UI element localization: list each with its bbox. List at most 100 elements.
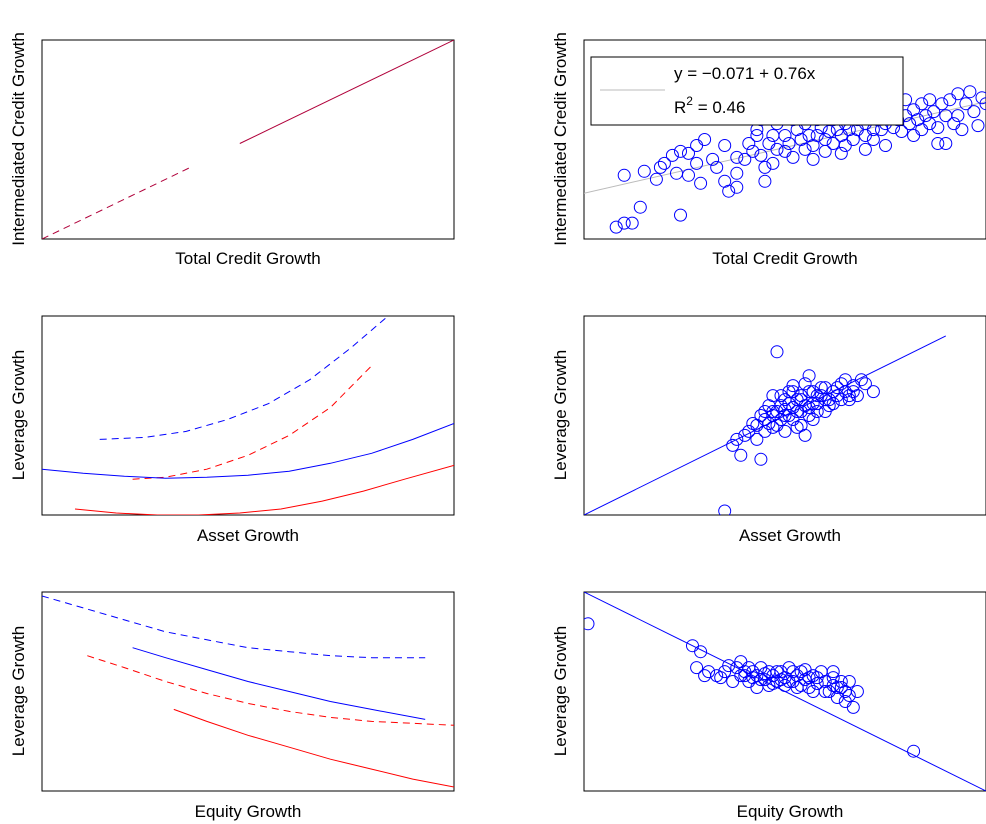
panel-2: y = −0.071 + 0.76x R2 = 0.46 Total Credi…	[551, 32, 986, 268]
scatter-point	[858, 377, 872, 391]
scatter-point	[866, 385, 880, 399]
scatter-point	[810, 405, 824, 418]
scatter-point	[734, 669, 748, 683]
scatter-point	[903, 117, 917, 131]
scatter-point	[951, 109, 965, 123]
scatter-point	[682, 146, 695, 160]
scatter-point	[584, 617, 595, 631]
scatter-point	[730, 432, 744, 446]
scatter-point	[742, 137, 756, 150]
panel-5-plot-area	[42, 595, 454, 788]
scatter-point	[758, 667, 772, 681]
series-line-4-solid	[173, 708, 454, 788]
scatter-point	[826, 679, 840, 692]
scatter-point	[790, 420, 804, 434]
scatter-point	[730, 166, 744, 180]
scatter-point	[766, 409, 780, 422]
scatter-point	[690, 139, 704, 152]
panel-6-plot-area	[584, 592, 986, 791]
panel-4-xlabel: Asset Growth	[739, 526, 841, 545]
scatter-point	[935, 97, 949, 111]
panel-5-xlabel: Equity Growth	[195, 802, 302, 821]
scatter-point	[766, 389, 780, 403]
panel-2-axes-frame	[583, 39, 986, 240]
scatter-point	[665, 148, 679, 162]
scatter-point	[742, 424, 756, 438]
scatter-point	[830, 381, 844, 395]
scatter-point	[710, 160, 724, 174]
scatter-point	[758, 160, 772, 174]
scatter-point	[617, 216, 631, 230]
panel-6: Equity Growth Leverage Growth	[551, 591, 986, 821]
scatter-point	[778, 424, 792, 438]
panel-1-xlabel: Total Credit Growth	[175, 249, 321, 268]
panel-3-axes-frame	[41, 315, 455, 516]
r-squared-value: = 0.46	[693, 98, 745, 117]
scatter-point	[798, 142, 812, 156]
panel-5-ylabel: Leverage Growth	[9, 626, 28, 756]
scatter-point	[674, 144, 687, 158]
legend-box	[590, 56, 904, 126]
scatter-point	[923, 117, 937, 131]
scatter-point	[826, 397, 840, 411]
scatter-point	[718, 504, 732, 515]
scatter-point	[806, 685, 820, 698]
scatter-point	[794, 405, 808, 418]
scatter-point	[694, 645, 708, 659]
scatter-point	[971, 119, 985, 133]
scatter-point	[738, 669, 752, 683]
scatter-point	[967, 105, 981, 119]
panel-5-axes-frame	[41, 591, 455, 792]
panel-2-plot-area	[584, 85, 986, 234]
series-line-2-solid	[132, 647, 426, 720]
panel-2-legend: y = −0.071 + 0.76x R2 = 0.46	[590, 56, 904, 126]
scatter-point	[826, 665, 840, 679]
scatter-point	[810, 671, 824, 685]
scatter-point	[702, 665, 716, 679]
scatter-point	[754, 452, 768, 466]
scatter-point	[758, 174, 772, 188]
scatter-point	[609, 220, 623, 234]
scatter-point	[842, 389, 856, 403]
scatter-point	[786, 401, 800, 414]
legend-r-squared: R2 = 0.46	[674, 94, 745, 117]
series-line-1-dashed	[99, 316, 389, 440]
panel-4-plot-area	[584, 335, 947, 515]
scatter-point	[858, 142, 872, 156]
scatter-point	[802, 385, 816, 399]
scatter-point	[766, 677, 780, 690]
scatter-point	[698, 669, 712, 683]
scatter-point	[722, 659, 736, 673]
scatter-point	[790, 393, 804, 407]
panel-3-xlabel: Asset Growth	[197, 526, 299, 545]
scatter-point	[625, 216, 639, 230]
panel-3-ylabel: Leverage Growth	[9, 350, 28, 480]
scatter-point	[617, 168, 631, 182]
scatter-point	[766, 156, 780, 170]
scatter-point	[786, 385, 800, 399]
panel-1-ylabel: Intermediated Credit Growth	[9, 32, 28, 246]
scatter-point	[834, 146, 848, 160]
scatter-point	[730, 180, 744, 194]
scatter-point	[838, 373, 852, 387]
scatter-point	[798, 663, 812, 677]
scatter-point	[810, 389, 824, 403]
scatter-point	[754, 148, 768, 162]
scatter-point	[633, 200, 647, 214]
series-line-3-solid	[42, 423, 454, 479]
panel-4: Asset Growth Leverage Growth	[551, 315, 986, 545]
scatter-point	[814, 389, 828, 403]
scatter-point	[810, 397, 824, 411]
scatter-point	[774, 389, 788, 403]
panel-6-ylabel: Leverage Growth	[551, 626, 570, 756]
scatter-point	[649, 172, 663, 186]
scatter-point	[682, 168, 695, 182]
scatter-point	[838, 139, 852, 152]
scatter-point	[794, 679, 808, 692]
scatter-point	[975, 91, 986, 105]
scatter-point	[866, 133, 880, 146]
scatter-point	[774, 673, 788, 687]
scatter-point	[674, 208, 687, 222]
r-squared-letter: R	[674, 98, 686, 117]
scatter-point	[850, 685, 864, 698]
